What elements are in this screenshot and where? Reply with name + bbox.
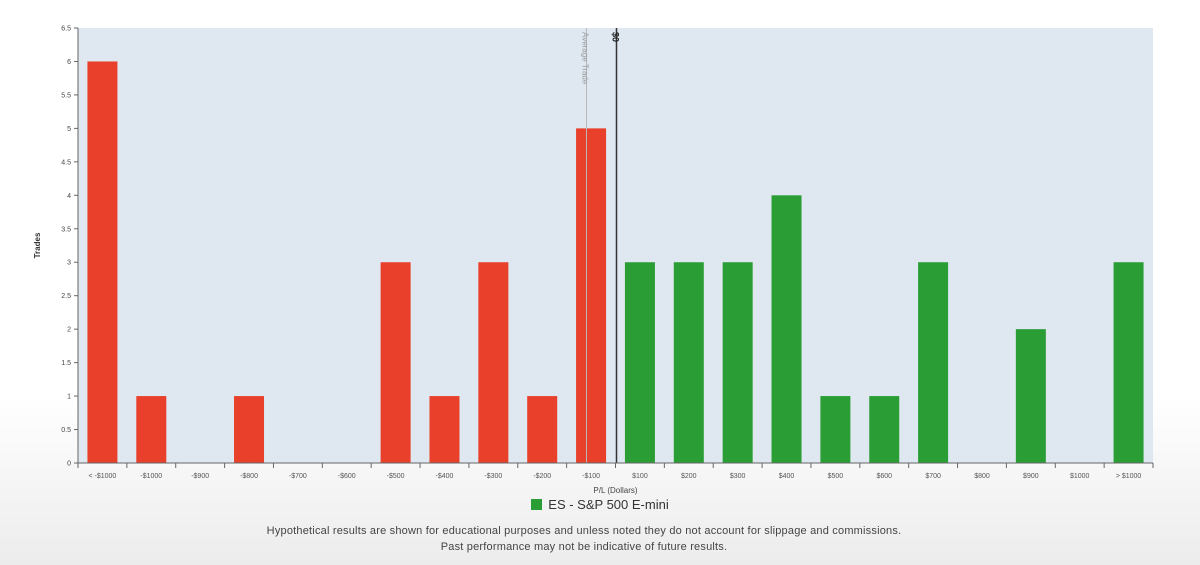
bar-17[interactable] (918, 262, 949, 463)
y-tick-label-11: 5.5 (61, 92, 71, 99)
y-tick-label-3: 1.5 (61, 360, 71, 367)
x-axis: < -$1000 -$1000 -$900 -$800 -$700 -$600 -$500 -… (77, 462, 1154, 480)
x-tick-label-19: $900 (1023, 473, 1039, 480)
x-tick-label-9: -$200 (533, 473, 551, 480)
x-tick-label-17: $700 (925, 473, 941, 480)
bar-15[interactable] (820, 396, 851, 463)
disclaimer-line-2: Past performance may not be indicative o… (440, 541, 728, 553)
bar-16[interactable] (869, 396, 900, 463)
bar-1[interactable] (136, 396, 167, 463)
x-tick-label-0: < -$1000 (89, 473, 117, 480)
y-tick-label-4: 2 (67, 327, 71, 334)
y-tick-label-7: 3.5 (61, 226, 71, 233)
x-tick-label-11: $100 (632, 473, 648, 480)
x-tick-label-4: -$700 (289, 473, 307, 480)
bar-6[interactable] (380, 262, 411, 463)
x-tick-label-18: $800 (974, 473, 990, 480)
x-tick-label-20: $1000 (1070, 473, 1090, 480)
y-tick-label-9: 4.5 (61, 159, 71, 166)
bar-9[interactable] (527, 396, 558, 463)
y-tick-label-13: 6.5 (61, 26, 71, 33)
y-tick-label-0: 0 (67, 461, 71, 468)
y-tick-label-8: 4 (67, 193, 71, 200)
y-tick-label-10: 5 (67, 126, 71, 133)
bar-13[interactable] (722, 262, 753, 463)
x-tick-label-7: -$400 (436, 473, 454, 480)
bar-21[interactable] (1113, 262, 1144, 463)
y-tick-label-1: 0.5 (61, 427, 71, 434)
x-tick-label-16: $600 (876, 473, 892, 480)
x-tick-label-5: -$600 (338, 473, 356, 480)
y-axis-label: Trades (33, 232, 42, 258)
disclaimer-line-1: Hypothetical results are shown for educa… (266, 525, 902, 537)
bar-19[interactable] (1015, 329, 1046, 463)
x-tick-label-3: -$800 (240, 473, 258, 480)
y-axis: 0 0.5 1 1.5 2 2.5 3 3.5 4 4.5 5 5.5 6 6.5 (61, 26, 79, 468)
ref-label-1: $0 (611, 32, 621, 42)
plot-area (78, 28, 1153, 463)
legend-swatch (531, 499, 543, 510)
x-tick-label-21: > $1000 (1116, 473, 1142, 480)
legend-label: ES - S&P 500 E-mini (548, 497, 669, 512)
y-tick-label-2: 1 (67, 394, 71, 401)
bar-8[interactable] (478, 262, 509, 463)
bar-11[interactable] (624, 262, 655, 463)
x-tick-label-8: -$300 (484, 473, 502, 480)
bar-7[interactable] (429, 396, 460, 463)
y-tick-label-6: 3 (67, 260, 71, 267)
x-tick-label-13: $300 (730, 473, 746, 480)
x-tick-label-12: $200 (681, 473, 697, 480)
x-tick-label-6: -$500 (387, 473, 405, 480)
ref-label-0: Average Trade (581, 32, 590, 85)
x-tick-label-1: -$1000 (140, 473, 162, 480)
x-tick-label-2: -$900 (191, 473, 209, 480)
x-axis-label: P/L (Dollars) (593, 486, 637, 495)
x-tick-label-15: $500 (828, 473, 844, 480)
y-tick-label-12: 6 (67, 59, 71, 66)
x-tick-label-14: $400 (779, 473, 795, 480)
bar-3[interactable] (234, 396, 265, 463)
bars-group (87, 61, 1144, 464)
bar-14[interactable] (771, 195, 802, 464)
y-tick-label-5: 2.5 (61, 293, 71, 300)
bar-0[interactable] (87, 61, 118, 463)
reference-lines: Average Trade $0 (581, 28, 621, 463)
bar-12[interactable] (673, 262, 704, 463)
x-tick-label-10: -$100 (582, 473, 600, 480)
legend[interactable]: ES - S&P 500 E-mini (0, 497, 1200, 512)
bar-10[interactable] (576, 128, 607, 463)
